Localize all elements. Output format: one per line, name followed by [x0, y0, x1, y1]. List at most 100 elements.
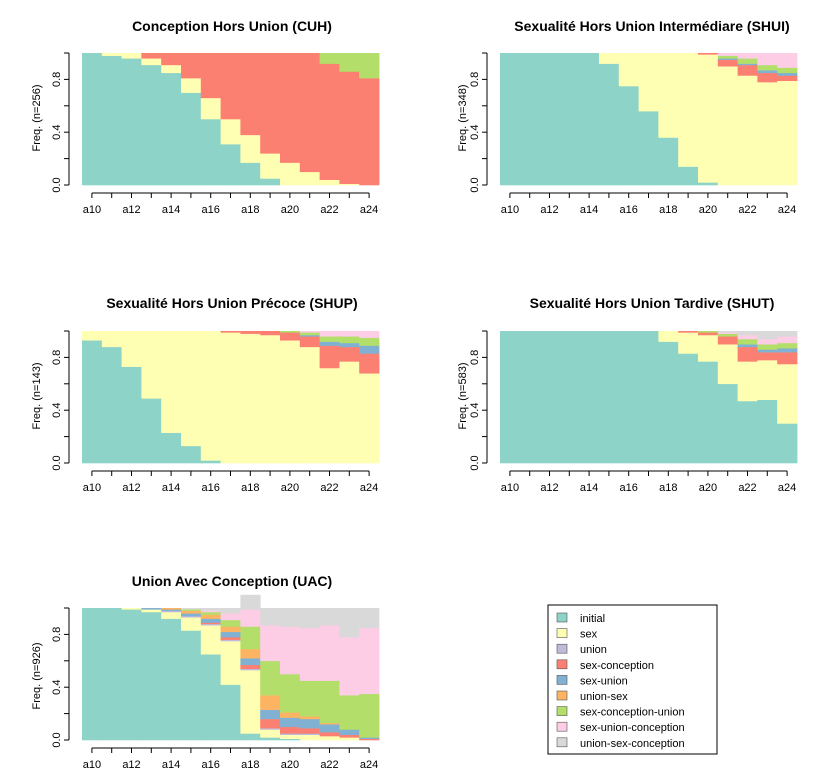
bar-segment-sex-conception-union — [339, 695, 360, 730]
bar-segment-sex — [101, 331, 122, 348]
bar-segment-sex-conception — [299, 728, 320, 734]
bar-segment-initial — [519, 53, 540, 186]
bar-segment-sex — [82, 331, 103, 341]
bar-segment-sex — [141, 331, 162, 399]
legend-frame — [547, 604, 718, 755]
bar-segment-sex-conception-union — [200, 611, 221, 615]
bar-segment-sex — [240, 134, 261, 163]
bar-segment-sex-conception-union — [319, 53, 340, 64]
bar-segment-initial — [101, 55, 122, 186]
bar-segment-sex-conception-union — [299, 680, 320, 717]
bar-segment-initial — [200, 119, 221, 186]
bar-segment-initial — [599, 331, 620, 464]
bar-segment-sex-union — [181, 613, 202, 617]
bar-segment-union-sex-conception — [777, 331, 798, 337]
bar-segment-sex — [200, 97, 221, 120]
bar-segment-initial — [638, 111, 659, 186]
bar-segment-sex — [737, 75, 758, 186]
x-tick-label: a16 — [620, 482, 638, 494]
bar-segment-sex-conception-union — [280, 674, 301, 713]
bar-segment-sex-union — [319, 724, 340, 733]
bar-segment-sex — [698, 334, 719, 362]
bar-segment-sex-union-conception — [339, 331, 360, 337]
bar-segment-union — [280, 733, 301, 736]
bar-segment-sex-union-conception — [757, 53, 778, 66]
bar-segment-sex-conception-union — [757, 64, 778, 71]
bar-segment-sex-conception-union — [240, 626, 261, 650]
bar-segment-sex — [260, 153, 281, 179]
bar-segment-sex-conception-union — [717, 55, 738, 59]
bar-segment-sex-conception-union — [737, 338, 758, 345]
plot-area: a10 a12 a14 a16 a18 a20 a22 a24 0.0 0.4 0.8 — [51, 52, 380, 216]
bar-segment-union-sex — [240, 648, 261, 659]
x-tick-label: a16 — [620, 204, 638, 216]
x-tick-label: a16 — [202, 204, 220, 216]
bar-segment-union — [220, 639, 241, 642]
bar-segment-initial — [260, 737, 281, 741]
legend: initial sex union sex-conception sex-union un… — [547, 604, 718, 755]
bar-segment-sex-union-conception — [280, 626, 301, 675]
bar-segment-sex-union-conception — [717, 332, 738, 334]
bar-segment-sex-union-conception — [717, 53, 738, 56]
bar-segment-sex-union — [161, 609, 182, 611]
bar-segment-union-sex-conception — [339, 608, 360, 638]
bar-segment-sex-conception — [220, 637, 241, 640]
bar-segment-sex-union-conception — [339, 637, 360, 696]
bar-segment-sex-union — [299, 718, 320, 729]
bar-segment-initial — [678, 166, 699, 186]
bar-segment-sex-conception — [319, 63, 340, 181]
bar-segment-sex — [658, 53, 679, 138]
x-tick-label: a10 — [83, 482, 101, 494]
bar-segment-initial — [618, 331, 639, 464]
bar-segment-sex-conception-union — [359, 337, 380, 346]
bar-segment-union-sex-conception — [220, 608, 241, 614]
bar-segment-sex — [359, 373, 380, 464]
bar-segment-sex — [220, 119, 241, 145]
bar-segment-sex-conception — [777, 75, 798, 82]
bar-segment-sex-conception-union — [280, 331, 301, 333]
bar-segment-sex — [121, 53, 142, 59]
bar-segment-union-sex — [299, 716, 320, 720]
y-tick-label: 0.8 — [51, 627, 63, 642]
bar-segment-sex-conception-union — [777, 67, 798, 74]
x-tick-label: a18 — [659, 482, 677, 494]
bar-segment-sex-union-conception — [260, 625, 281, 662]
y-tick-label: 0.4 — [51, 125, 63, 140]
bar-segment-sex — [240, 670, 261, 734]
bar-segment-initial — [181, 630, 202, 741]
bar-segment-sex-conception — [280, 332, 301, 341]
bar-segment-sex — [339, 183, 360, 186]
y-tick-label: 0.8 — [51, 72, 63, 87]
bar-segment-initial — [519, 331, 540, 464]
bar-segment-union — [240, 668, 261, 671]
bar-segment-sex — [181, 78, 202, 93]
x-tick-label: a18 — [241, 482, 259, 494]
bar-segment-sex-union — [359, 345, 380, 354]
x-tick-label: a22 — [320, 204, 338, 216]
bar-segment-sex-conception — [240, 331, 261, 334]
x-tick-label: a12 — [122, 204, 140, 216]
y-tick-label: 0.0 — [51, 455, 63, 470]
bar-segment-sex-union-conception — [359, 331, 380, 338]
bar-segment-sex-union — [757, 349, 778, 353]
bar-segment-union-sex-conception — [280, 608, 301, 627]
legend-swatch — [556, 690, 568, 701]
bar-segment-sex — [280, 734, 301, 739]
bar-segment-sex-conception — [280, 726, 301, 734]
bar-segment-initial — [121, 609, 142, 741]
bar-segment-sex — [319, 179, 340, 186]
x-tick-label: a18 — [241, 759, 259, 771]
x-tick-label: a20 — [281, 204, 299, 216]
panel-shup: Sexualité Hors Union Précoce (SHUP) Freq… — [31, 295, 380, 494]
bar-segment-sex-conception — [260, 53, 281, 154]
y-tick-label: 0.4 — [469, 125, 481, 140]
bar-segment-union-sex — [161, 608, 182, 610]
bar-segment-initial — [181, 92, 202, 186]
bar-segment-initial — [618, 86, 639, 186]
panel-title: Conception Hors Union (CUH) — [132, 18, 332, 34]
bar-segment-sex-conception — [299, 336, 320, 348]
x-tick-label: a22 — [738, 204, 756, 216]
bar-segment-union-sex-conception — [717, 331, 738, 333]
bar-segment-union — [181, 615, 202, 618]
